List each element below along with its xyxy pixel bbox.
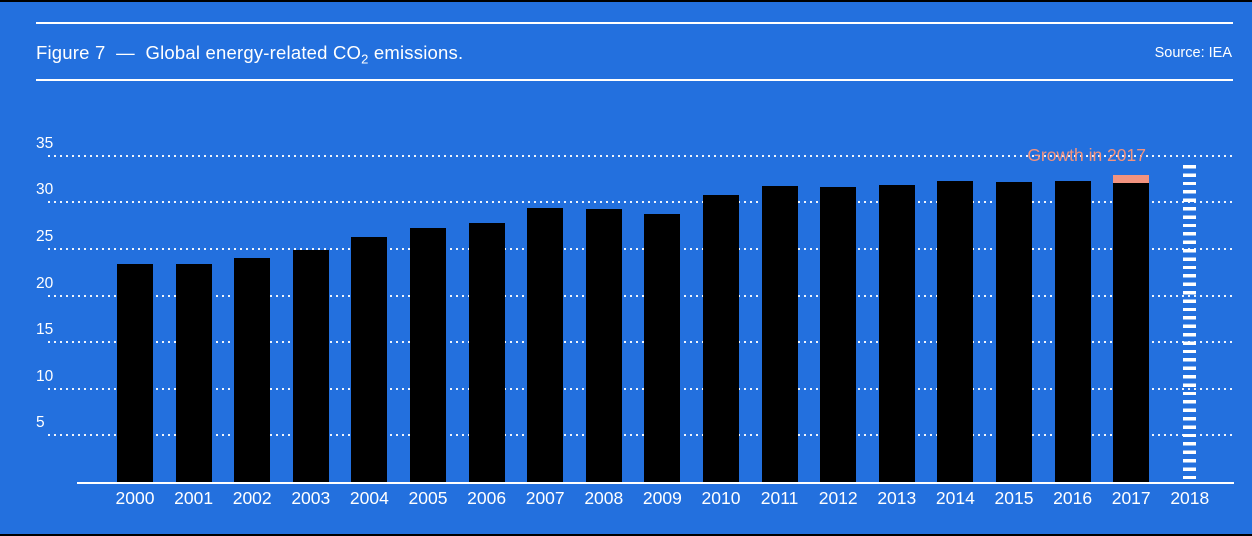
bar-2007 [527, 207, 564, 482]
gridline-35 [48, 154, 1233, 157]
growth-annotation: Growth in 2017 [1027, 145, 1146, 165]
x-tick-label-2002: 2002 [232, 488, 272, 508]
figure-title-text: Figure 7 — Global energy-related CO [36, 42, 362, 63]
y-tick-label-20: 20 [36, 274, 54, 292]
x-tick-label-2006: 2006 [467, 488, 507, 508]
figure-title: Figure 7 — Global energy-related CO2 emi… [36, 42, 463, 67]
bar-2009 [644, 213, 681, 482]
bar-2010 [703, 194, 739, 482]
x-tick-label-2000: 2000 [115, 488, 155, 508]
bar-2011 [761, 185, 798, 482]
bar-2018-projected [1183, 165, 1197, 479]
gridline-10 [48, 387, 1233, 390]
bottom-border-strip [0, 534, 1252, 536]
figure-title-suffix: emissions. [368, 42, 464, 63]
source-label: Source: IEA [1154, 45, 1232, 61]
bar-2016 [1054, 180, 1091, 482]
x-tick-label-2018: 2018 [1170, 488, 1210, 508]
x-tick-label-2016: 2016 [1053, 488, 1093, 508]
bar-2017 [1113, 182, 1150, 482]
bar-2004 [351, 236, 388, 482]
y-tick-label-30: 30 [36, 181, 54, 199]
bar-2014 [937, 180, 974, 482]
x-tick-label-2007: 2007 [525, 488, 565, 508]
bar-2003 [292, 249, 329, 482]
y-tick-label-5: 5 [36, 414, 45, 432]
y-tick-label-10: 10 [36, 367, 54, 385]
bar-2013 [878, 184, 915, 482]
x-tick-label-2015: 2015 [994, 488, 1034, 508]
x-tick-label-2012: 2012 [818, 488, 858, 508]
bar-2008 [585, 208, 622, 482]
x-tick-label-2013: 2013 [877, 488, 917, 508]
x-axis-line [77, 482, 1234, 484]
x-tick-label-2003: 2003 [291, 488, 331, 508]
bar-2002 [234, 258, 271, 482]
bar-2001 [175, 263, 212, 482]
gridline-30 [48, 201, 1233, 204]
x-tick-label-2005: 2005 [408, 488, 448, 508]
x-tick-label-2010: 2010 [701, 488, 741, 508]
figure-title-subscript: 2 [361, 51, 369, 67]
y-tick-label-35: 35 [36, 134, 54, 152]
gridline-5 [48, 434, 1233, 437]
bar-2012 [820, 186, 857, 482]
x-tick-label-2004: 2004 [349, 488, 389, 508]
bar-2017-growth-segment [1113, 175, 1150, 183]
gridline-15 [48, 341, 1233, 344]
x-tick-label-2017: 2017 [1111, 488, 1151, 508]
y-tick-label-25: 25 [36, 228, 54, 245]
x-tick-label-2011: 2011 [760, 488, 799, 508]
x-tick-label-2001: 2001 [174, 488, 214, 508]
bar-2000 [117, 263, 153, 482]
y-tick-label-15: 15 [36, 321, 54, 339]
bar-2006 [468, 222, 505, 482]
header-rule-bottom [36, 79, 1233, 81]
bar-2015 [996, 181, 1032, 482]
gridline-25 [48, 248, 1233, 250]
x-tick-label-2009: 2009 [642, 488, 682, 508]
gridline-20 [48, 294, 1233, 297]
x-tick-label-2014: 2014 [935, 488, 975, 508]
header-rule-top [36, 22, 1233, 24]
top-border-strip [0, 0, 1252, 2]
bar-2005 [410, 228, 446, 482]
x-tick-label-2008: 2008 [584, 488, 624, 508]
